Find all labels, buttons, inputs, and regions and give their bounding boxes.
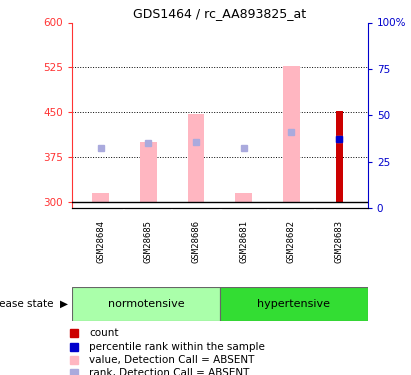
Bar: [140, 142, 157, 202]
Text: rank, Detection Call = ABSENT: rank, Detection Call = ABSENT: [89, 368, 250, 375]
Text: value, Detection Call = ABSENT: value, Detection Call = ABSENT: [89, 355, 255, 365]
Bar: [236, 193, 252, 202]
Title: GDS1464 / rc_AA893825_at: GDS1464 / rc_AA893825_at: [133, 7, 307, 20]
Text: normotensive: normotensive: [108, 299, 184, 309]
Bar: [92, 193, 109, 202]
Bar: [283, 66, 300, 202]
Text: disease state  ▶: disease state ▶: [0, 299, 68, 309]
Text: GSM28682: GSM28682: [287, 220, 296, 263]
Bar: [336, 111, 343, 202]
Text: count: count: [89, 328, 119, 338]
Text: hypertensive: hypertensive: [257, 299, 330, 309]
FancyBboxPatch shape: [220, 287, 368, 321]
Text: GSM28685: GSM28685: [144, 220, 153, 263]
Text: percentile rank within the sample: percentile rank within the sample: [89, 342, 265, 352]
Bar: [188, 114, 204, 202]
Text: GSM28683: GSM28683: [335, 220, 344, 263]
Text: GSM28681: GSM28681: [239, 220, 248, 263]
Text: GSM28686: GSM28686: [192, 220, 201, 263]
FancyBboxPatch shape: [72, 287, 220, 321]
Text: GSM28684: GSM28684: [96, 220, 105, 263]
